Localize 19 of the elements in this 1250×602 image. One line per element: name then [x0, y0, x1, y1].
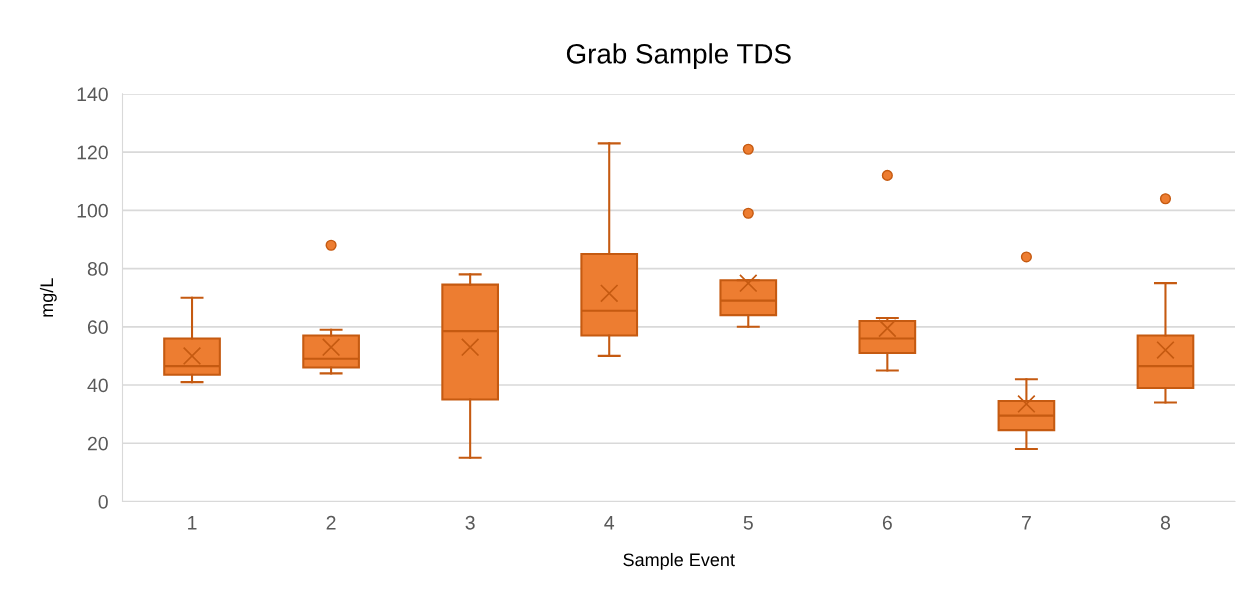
y-axis-title: mg/L	[39, 278, 57, 317]
y-tick-label: 60	[87, 320, 108, 335]
x-tick-label: 6	[882, 515, 892, 530]
x-tick-label: 1	[188, 516, 197, 530]
x-tick-label: 3	[465, 515, 475, 530]
y-tick-label: 100	[77, 203, 108, 218]
y-tick-label: 20	[87, 436, 108, 451]
y-tick-label: 0	[98, 494, 108, 509]
y-tick-label: 80	[87, 262, 108, 276]
x-tick-label: 2	[326, 515, 336, 530]
x-tick-label: 5	[743, 516, 753, 530]
chart-title: Grab Sample TDS	[566, 43, 791, 70]
x-tick-label: 4	[604, 516, 615, 530]
y-tick-label: 40	[87, 378, 108, 393]
x-tick-label: 7	[1022, 516, 1031, 530]
y-tick-label: 120	[77, 145, 108, 160]
x-tick-label: 8	[1160, 515, 1171, 530]
x-axis-title: Sample Event	[623, 552, 735, 570]
y-tick-label: 140	[77, 87, 108, 102]
